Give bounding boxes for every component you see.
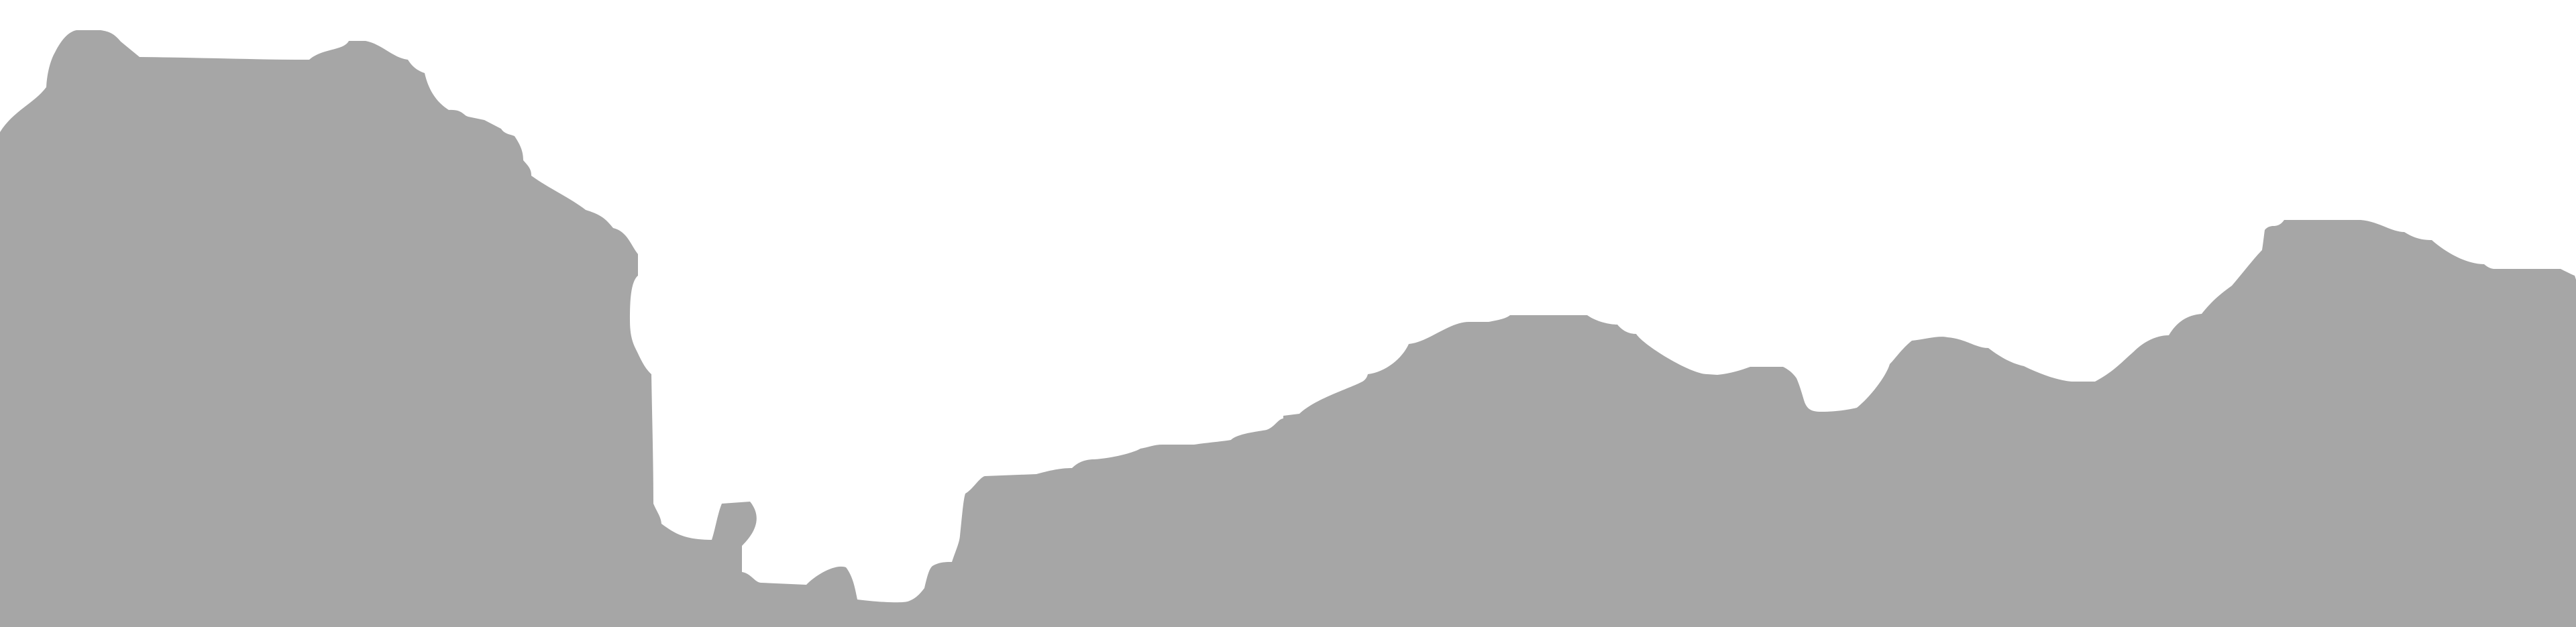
elevation-profile-area bbox=[0, 30, 2576, 627]
